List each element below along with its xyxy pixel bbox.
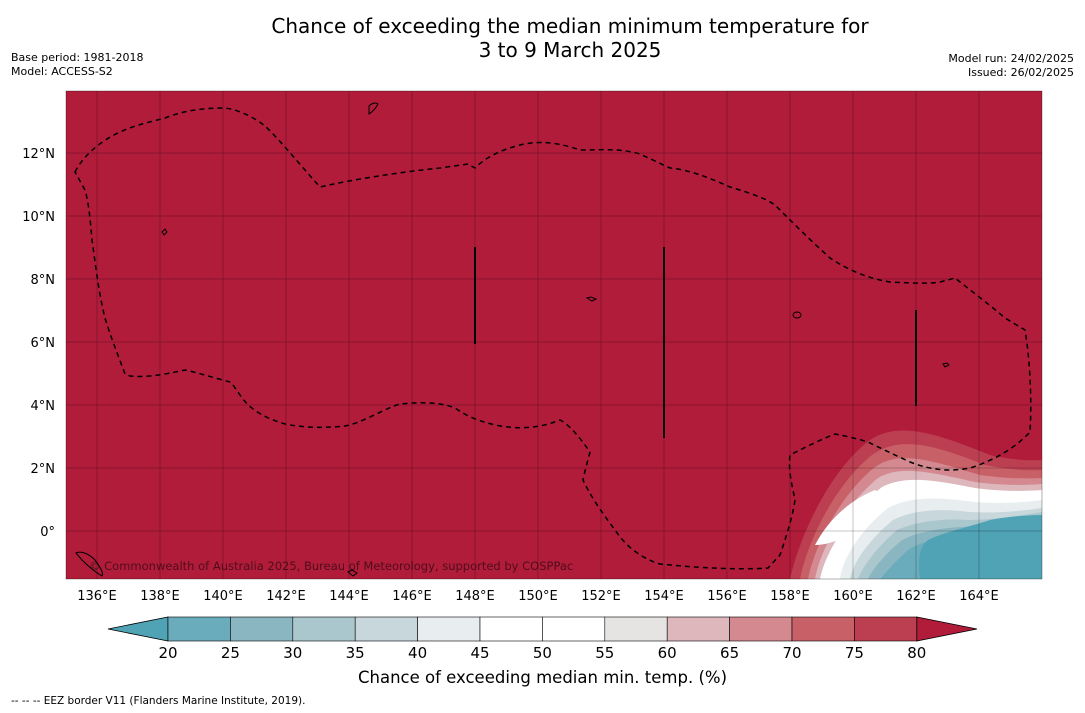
contour-white-core <box>815 490 881 545</box>
lon-tick-label: 148°E <box>455 589 495 604</box>
colorbar-segment <box>354 616 418 642</box>
islands <box>75 102 950 577</box>
lon-tick-label: 140°E <box>203 589 243 604</box>
colorbar-tick-label: 80 <box>907 644 926 662</box>
lon-tick-label: 146°E <box>392 589 432 604</box>
lon-tick-label: 144°E <box>329 589 369 604</box>
colorbar-segment <box>854 616 918 642</box>
lon-tick-label: 156°E <box>707 589 747 604</box>
lat-tick-label: 6°N <box>31 336 56 351</box>
lon-tick-label: 150°E <box>518 589 558 604</box>
model-name: Model: ACCESS-S2 <box>11 65 113 78</box>
lon-tick-label: 138°E <box>140 589 180 604</box>
contour-20 <box>918 515 1042 579</box>
colorbar-segment <box>666 616 730 642</box>
eez-footnote: -- -- -- EEZ border V11 (Flanders Marine… <box>11 695 306 707</box>
colorbar-segment <box>230 616 294 642</box>
lon-tick-label: 160°E <box>833 589 873 604</box>
colorbar-segment <box>791 616 855 642</box>
colorbar-extend-high <box>916 616 978 642</box>
title-line-2: 3 to 9 March 2025 <box>478 38 662 62</box>
colorbar-segment <box>542 616 606 642</box>
title-line-1: Chance of exceeding the median minimum t… <box>271 14 869 38</box>
map-title: Chance of exceeding the median minimum t… <box>0 14 1085 62</box>
colorbar-segment <box>417 616 481 642</box>
latitude-labels: 12°N 10°N 8°N 6°N 4°N 2°N 0° <box>22 147 55 540</box>
gridlines <box>66 91 1042 579</box>
lat-tick-label: 4°N <box>31 399 56 414</box>
model-run: Model run: 24/02/2025 <box>948 52 1074 65</box>
lon-tick-label: 158°E <box>770 589 810 604</box>
lat-tick-label: 8°N <box>31 273 56 288</box>
colorbar-tick-label: 40 <box>408 644 427 662</box>
colorbar-segment <box>604 616 668 642</box>
lat-tick-label: 2°N <box>31 462 56 477</box>
colorbar-tick-label: 30 <box>283 644 302 662</box>
colorbar-tick-label: 45 <box>470 644 489 662</box>
longitude-labels: 136°E 138°E 140°E 142°E 144°E 146°E 148°E 150°E… <box>77 589 999 604</box>
colorbar-tick-label: 70 <box>782 644 801 662</box>
colorbar: 20 25 30 35 40 45 50 55 60 65 70 75 80 <box>107 616 978 662</box>
lon-tick-label: 164°E <box>959 589 999 604</box>
colorbar-tick-label: 50 <box>533 644 552 662</box>
meta-left: Base period: 1981-2018 Model: ACCESS-S2 <box>11 51 143 79</box>
lon-tick-label: 142°E <box>266 589 306 604</box>
lat-tick-label: 10°N <box>22 210 55 225</box>
colorbar-segment <box>167 616 231 642</box>
colorbar-label: Chance of exceeding median min. temp. (%… <box>357 668 728 687</box>
colorbar-tick-label: 35 <box>346 644 365 662</box>
colorbar-tick-label: 25 <box>221 644 240 662</box>
colorbar-extend-low <box>107 616 169 642</box>
copyright-text: © Commonwealth of Australia 2025, Bureau… <box>89 559 573 573</box>
colorbar-segment <box>729 616 793 642</box>
colorbar-tick-label: 75 <box>845 644 864 662</box>
lon-tick-label: 162°E <box>896 589 936 604</box>
colorbar-tick-label: 55 <box>595 644 614 662</box>
lat-tick-label: 0° <box>40 525 55 540</box>
lat-tick-label: 12°N <box>22 147 55 162</box>
meta-right: Model run: 24/02/2025 Issued: 26/02/2025 <box>948 52 1074 80</box>
base-period: Base period: 1981-2018 <box>11 51 144 64</box>
issued-date: Issued: 26/02/2025 <box>967 66 1074 79</box>
colorbar-segment <box>479 616 543 642</box>
colorbar-tick-label: 60 <box>658 644 677 662</box>
lon-tick-label: 152°E <box>581 589 621 604</box>
colorbar-tick-label: 65 <box>720 644 739 662</box>
lon-tick-label: 154°E <box>644 589 684 604</box>
colorbar-tick-label: 20 <box>158 644 177 662</box>
colorbar-segment <box>292 616 356 642</box>
lon-tick-label: 136°E <box>77 589 117 604</box>
